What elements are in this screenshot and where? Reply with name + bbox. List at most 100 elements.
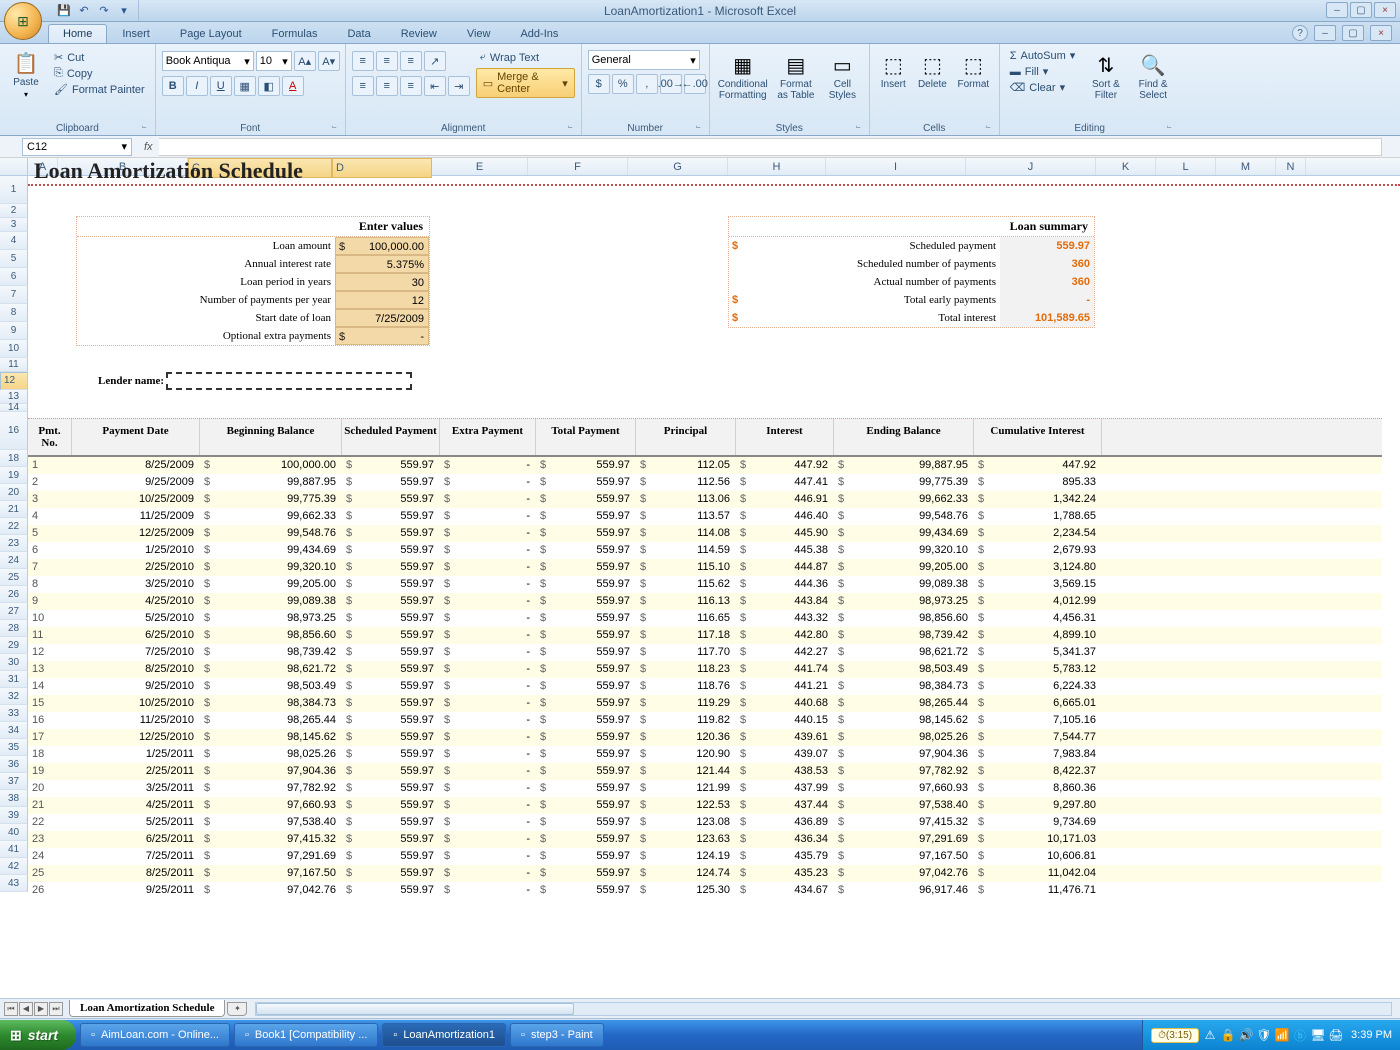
input-value-ppy[interactable]: 12 <box>335 291 429 309</box>
ribbon-tab-home[interactable]: Home <box>48 24 107 43</box>
decrease-decimal-button[interactable]: ←.00 <box>684 74 706 94</box>
amort-row[interactable]: 192/25/2011$97,904.36$559.97$-$559.97$12… <box>28 763 1382 780</box>
number-format-select[interactable]: General▾ <box>588 50 700 70</box>
row-header-30[interactable]: 30 <box>0 654 28 671</box>
row-header-33[interactable]: 33 <box>0 705 28 722</box>
amort-header-cell[interactable]: Payment Date <box>72 419 200 455</box>
doc-close-button[interactable]: × <box>1370 25 1392 41</box>
amort-row[interactable]: 411/25/2009$99,662.33$559.97$-$559.97$11… <box>28 508 1382 525</box>
amort-header-cell[interactable]: Principal <box>636 419 736 455</box>
comma-button[interactable]: , <box>636 74 658 94</box>
amort-row[interactable]: 1611/25/2010$98,265.44$559.97$-$559.97$1… <box>28 712 1382 729</box>
align-center-button[interactable]: ≡ <box>376 76 398 96</box>
row-header-18[interactable]: 18 <box>0 450 28 467</box>
amort-row[interactable]: 138/25/2010$98,621.72$559.97$-$559.97$11… <box>28 661 1382 678</box>
start-button[interactable]: ⊞ start <box>0 1020 76 1050</box>
input-value-air[interactable]: 5.375% <box>335 255 429 273</box>
currency-button[interactable]: $ <box>588 74 610 94</box>
amort-header-cell[interactable]: Total Payment <box>536 419 636 455</box>
align-top-button[interactable]: ≡ <box>352 51 374 71</box>
taskbar-item[interactable]: ▫Book1 [Compatibility ... <box>234 1023 378 1047</box>
row-header-38[interactable]: 38 <box>0 790 28 807</box>
input-value-loan_amount[interactable]: $100,000.00 <box>335 237 429 255</box>
font-size-select[interactable]: 10▾ <box>256 51 292 71</box>
ribbon-tab-insert[interactable]: Insert <box>107 24 165 43</box>
cut-button[interactable]: ✂Cut <box>50 50 149 65</box>
format-as-table-button[interactable]: ▤Format as Table <box>774 48 818 106</box>
amort-row[interactable]: 214/25/2011$97,660.93$559.97$-$559.97$12… <box>28 797 1382 814</box>
row-header-9[interactable]: 9 <box>0 322 28 340</box>
amort-row[interactable]: 310/25/2009$99,775.39$559.97$-$559.97$11… <box>28 491 1382 508</box>
sort-filter-button[interactable]: ⇅Sort & Filter <box>1085 48 1126 106</box>
qat-dropdown-icon[interactable]: ▾ <box>116 3 132 19</box>
row-header-25[interactable]: 25 <box>0 569 28 586</box>
cell-canvas[interactable]: Loan Amortization Schedule Enter values … <box>28 158 1400 186</box>
undo-icon[interactable]: ↶ <box>76 3 92 19</box>
tray-icon-6[interactable]: ⓑ <box>1293 1028 1307 1042</box>
row-header-29[interactable]: 29 <box>0 637 28 654</box>
row-header-39[interactable]: 39 <box>0 807 28 824</box>
row-header-40[interactable]: 40 <box>0 824 28 841</box>
taskbar-item[interactable]: ▫LoanAmortization1 <box>382 1023 506 1047</box>
tray-icon-7[interactable]: 🖥 <box>1311 1028 1325 1042</box>
border-button[interactable]: ▦ <box>234 76 256 96</box>
fill-button[interactable]: ▬Fill▾ <box>1006 64 1080 79</box>
row-header-8[interactable]: 8 <box>0 304 28 322</box>
amort-header-cell[interactable]: Pmt. No. <box>28 419 72 455</box>
amort-row[interactable]: 236/25/2011$97,415.32$559.97$-$559.97$12… <box>28 831 1382 848</box>
amort-row[interactable]: 116/25/2010$98,856.60$559.97$-$559.97$11… <box>28 627 1382 644</box>
new-sheet-button[interactable]: ✦ <box>227 1002 247 1016</box>
row-header-16[interactable]: 16 <box>0 412 28 450</box>
row-header-24[interactable]: 24 <box>0 552 28 569</box>
align-right-button[interactable]: ≡ <box>400 76 422 96</box>
amort-row[interactable]: 18/25/2009$100,000.00$559.97$-$559.97$11… <box>28 457 1382 474</box>
amort-row[interactable]: 72/25/2010$99,320.10$559.97$-$559.97$115… <box>28 559 1382 576</box>
row-header-1[interactable]: 1 <box>0 176 28 204</box>
conditional-formatting-button[interactable]: ▦Conditional Formatting <box>716 48 770 106</box>
amort-row[interactable]: 127/25/2010$98,739.42$559.97$-$559.97$11… <box>28 644 1382 661</box>
redo-icon[interactable]: ↷ <box>96 3 112 19</box>
row-header-23[interactable]: 23 <box>0 535 28 552</box>
row-header-41[interactable]: 41 <box>0 841 28 858</box>
row-header-22[interactable]: 22 <box>0 518 28 535</box>
ribbon-tab-review[interactable]: Review <box>386 24 452 43</box>
format-painter-button[interactable]: 🖌Format Painter <box>50 82 149 97</box>
font-name-select[interactable]: Book Antiqua▾ <box>162 51 254 71</box>
indent-increase-button[interactable]: ⇥ <box>448 76 470 96</box>
amort-row[interactable]: 269/25/2011$97,042.76$559.97$-$559.97$12… <box>28 882 1382 899</box>
office-button[interactable]: ⊞ <box>4 2 42 40</box>
amort-row[interactable]: 181/25/2011$98,025.26$559.97$-$559.97$12… <box>28 746 1382 763</box>
sheet-nav-prev[interactable]: ◀ <box>19 1002 33 1016</box>
amort-header-cell[interactable]: Ending Balance <box>834 419 974 455</box>
row-header-34[interactable]: 34 <box>0 722 28 739</box>
tray-icon-8[interactable]: 🖨 <box>1329 1028 1343 1042</box>
select-all-corner[interactable] <box>0 158 28 175</box>
italic-button[interactable]: I <box>186 76 208 96</box>
row-header-4[interactable]: 4 <box>0 232 28 250</box>
amort-row[interactable]: 83/25/2010$99,205.00$559.97$-$559.97$115… <box>28 576 1382 593</box>
name-box[interactable]: C12▾ <box>22 138 132 156</box>
amort-row[interactable]: 1712/25/2010$98,145.62$559.97$-$559.97$1… <box>28 729 1382 746</box>
sheet-nav-last[interactable]: ⏭ <box>49 1002 63 1016</box>
row-header-42[interactable]: 42 <box>0 858 28 875</box>
merge-center-button[interactable]: ▭Merge & Center▾ <box>476 68 575 98</box>
amort-row[interactable]: 105/25/2010$98,973.25$559.97$-$559.97$11… <box>28 610 1382 627</box>
paste-button[interactable]: 📋 Paste ▾ <box>6 46 46 104</box>
row-header-5[interactable]: 5 <box>0 250 28 268</box>
help-icon[interactable]: ? <box>1292 25 1308 41</box>
row-header-10[interactable]: 10 <box>0 340 28 358</box>
ribbon-tab-formulas[interactable]: Formulas <box>257 24 333 43</box>
row-header-27[interactable]: 27 <box>0 603 28 620</box>
horizontal-scrollbar[interactable] <box>255 1002 1392 1016</box>
percent-button[interactable]: % <box>612 74 634 94</box>
insert-cells-button[interactable]: ⬚Insert <box>876 48 911 95</box>
indent-decrease-button[interactable]: ⇤ <box>424 76 446 96</box>
wrap-text-button[interactable]: ⤶Wrap Text <box>476 50 575 65</box>
format-cells-button[interactable]: ⬚Format <box>954 48 993 95</box>
sheet-nav-next[interactable]: ▶ <box>34 1002 48 1016</box>
tray-icon-4[interactable]: 🛡 <box>1257 1028 1271 1042</box>
amort-row[interactable]: 29/25/2009$99,887.95$559.97$-$559.97$112… <box>28 474 1382 491</box>
amort-header-cell[interactable]: Beginning Balance <box>200 419 342 455</box>
cell-styles-button[interactable]: ▭Cell Styles <box>822 48 863 106</box>
tray-icon-3[interactable]: 🔊 <box>1239 1028 1253 1042</box>
